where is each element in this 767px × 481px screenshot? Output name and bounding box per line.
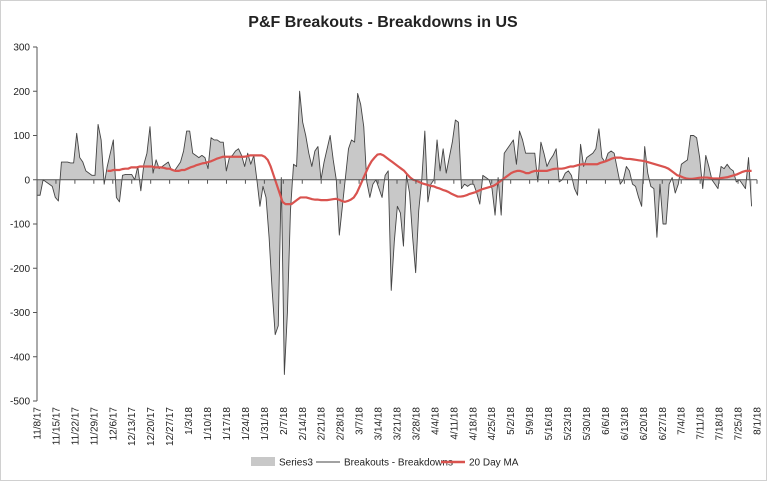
axes: -500 -400 -300 -200 -100 0 100 200 300 11/8/17 11/… (10, 43, 764, 446)
x-tick-label: 3/21/18 (393, 407, 404, 441)
x-tick-label: 7/4/18 (677, 407, 688, 435)
chart-title: P&F Breakouts - Breakdowns in US (248, 14, 518, 31)
series-area-series3 (37, 91, 752, 375)
x-tick-label: 4/25/18 (487, 407, 498, 441)
x-tick-label: 5/16/18 (544, 407, 555, 441)
x-tick-label: 2/14/18 (298, 407, 309, 441)
x-tick-label: 8/1/18 (753, 407, 764, 435)
x-tick-label: 11/15/17 (51, 407, 62, 446)
y-tick-label: 0 (24, 175, 30, 186)
x-tick-label: 6/27/18 (658, 407, 669, 441)
x-tick-label: 1/3/18 (184, 407, 195, 435)
x-tick-label: 5/2/18 (506, 407, 517, 435)
x-tick-label: 12/6/17 (108, 407, 119, 441)
x-tick-label: 1/31/18 (260, 407, 271, 441)
x-tick-label: 2/28/18 (336, 407, 347, 441)
x-tick-label: 3/14/18 (374, 407, 385, 441)
y-tick-label: -300 (10, 308, 30, 319)
x-tick-label: 11/8/17 (33, 407, 44, 440)
x-tick-label: 4/4/18 (430, 407, 441, 435)
x-tick-label: 7/18/18 (715, 407, 726, 441)
y-tick-label: 300 (13, 43, 30, 54)
x-tick-label: 6/13/18 (620, 407, 631, 441)
legend-label-20-day-ma: 20 Day MA (469, 458, 519, 469)
x-tick-label: 5/23/18 (563, 407, 574, 441)
legend-label-breakouts-breakdowns: Breakouts - Breakdowns (344, 458, 453, 469)
y-tick-label: 200 (13, 87, 30, 98)
x-tick-label: 5/9/18 (525, 407, 536, 435)
legend-swatch-series3 (251, 457, 275, 466)
x-tick-label: 1/17/18 (222, 407, 233, 441)
y-tick-label: 100 (13, 131, 30, 142)
x-tick-label: 6/6/18 (601, 407, 612, 435)
y-tick-label: -500 (10, 397, 30, 408)
x-tick-label: 2/21/18 (317, 407, 328, 441)
x-tick-label: 6/20/18 (639, 407, 650, 441)
y-tick-label: -400 (10, 352, 30, 363)
x-tick-label: 4/18/18 (468, 407, 479, 441)
legend: Series3 Breakouts - Breakdowns 20 Day MA (251, 457, 519, 469)
x-tick-label: 3/28/18 (411, 407, 422, 441)
x-tick-label: 5/30/18 (582, 407, 593, 441)
x-tick-label: 4/11/18 (449, 407, 460, 440)
x-tick-label: 12/20/17 (146, 407, 157, 446)
x-tick-label: 2/7/18 (279, 407, 290, 435)
x-tick-label: 7/11/18 (696, 407, 707, 440)
y-tick-label: -200 (10, 264, 30, 275)
series-line-20-day-ma (107, 152, 752, 206)
x-tick-label: 1/24/18 (241, 407, 252, 441)
x-tick-label: 1/10/18 (203, 407, 214, 441)
legend-label-series3: Series3 (279, 458, 313, 469)
x-tick-label: 12/27/17 (165, 407, 176, 446)
series-line-breakouts-breakdowns (37, 90, 753, 375)
x-tick-label: 11/22/17 (70, 407, 81, 446)
x-tick-label: 12/13/17 (127, 407, 138, 446)
plot-area (37, 90, 753, 375)
x-tick-label: 7/25/18 (734, 407, 745, 441)
x-tick-label: 3/7/18 (355, 407, 366, 435)
y-tick-label: -100 (10, 220, 30, 231)
x-tick-label: 11/29/17 (89, 407, 100, 446)
